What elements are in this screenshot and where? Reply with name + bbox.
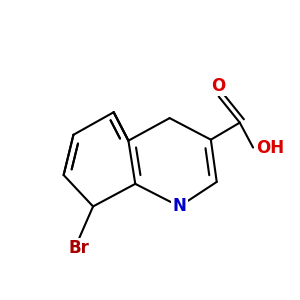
Text: Br: Br (69, 239, 90, 257)
Text: O: O (212, 77, 226, 95)
Text: N: N (172, 197, 186, 215)
Text: OH: OH (256, 139, 284, 157)
